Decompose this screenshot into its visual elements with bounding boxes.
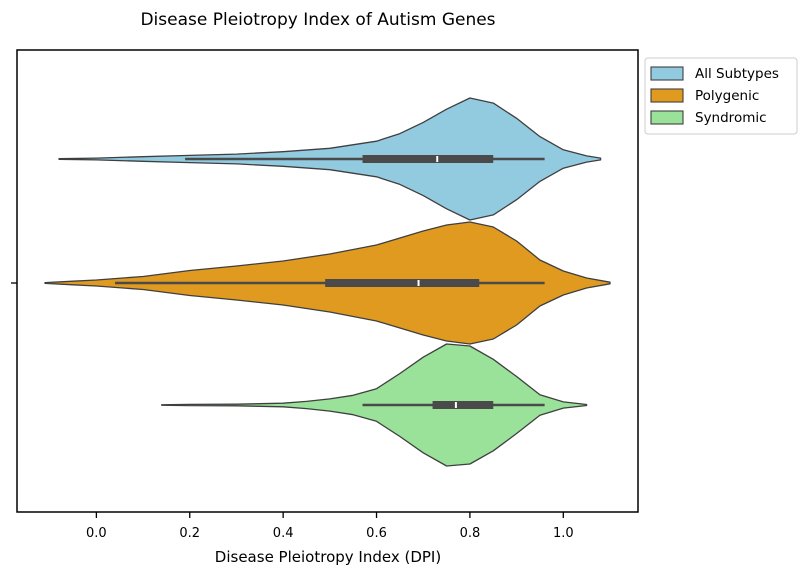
x-axis-ticks: 0.0 0.2 0.4 0.6 0.8 1.0 xyxy=(86,512,574,541)
x-axis-label: Disease Pleiotropy Index (DPI) xyxy=(215,548,441,566)
legend: All Subtypes Polygenic Syndromic xyxy=(644,57,798,135)
x-tick-label: 0.4 xyxy=(273,526,294,541)
chart-title: Disease Pleiotropy Index of Autism Genes xyxy=(140,10,495,30)
legend-label: All Subtypes xyxy=(695,66,779,82)
violin-layer xyxy=(44,97,611,467)
legend-swatch xyxy=(650,88,684,103)
iqr-box xyxy=(432,401,494,409)
x-tick-label: 0.8 xyxy=(460,526,481,541)
legend-swatch xyxy=(650,66,684,81)
iqr-box xyxy=(362,155,494,163)
x-tick-label: 0.0 xyxy=(86,526,107,541)
legend-swatch xyxy=(650,110,684,125)
plot-frame xyxy=(16,49,639,513)
x-tick-label: 0.2 xyxy=(179,526,200,541)
legend-label: Polygenic xyxy=(695,88,759,104)
legend-label: Syndromic xyxy=(695,110,767,126)
iqr-box xyxy=(325,279,480,287)
x-tick-label: 1.0 xyxy=(553,526,574,541)
x-tick-label: 0.6 xyxy=(366,526,387,541)
